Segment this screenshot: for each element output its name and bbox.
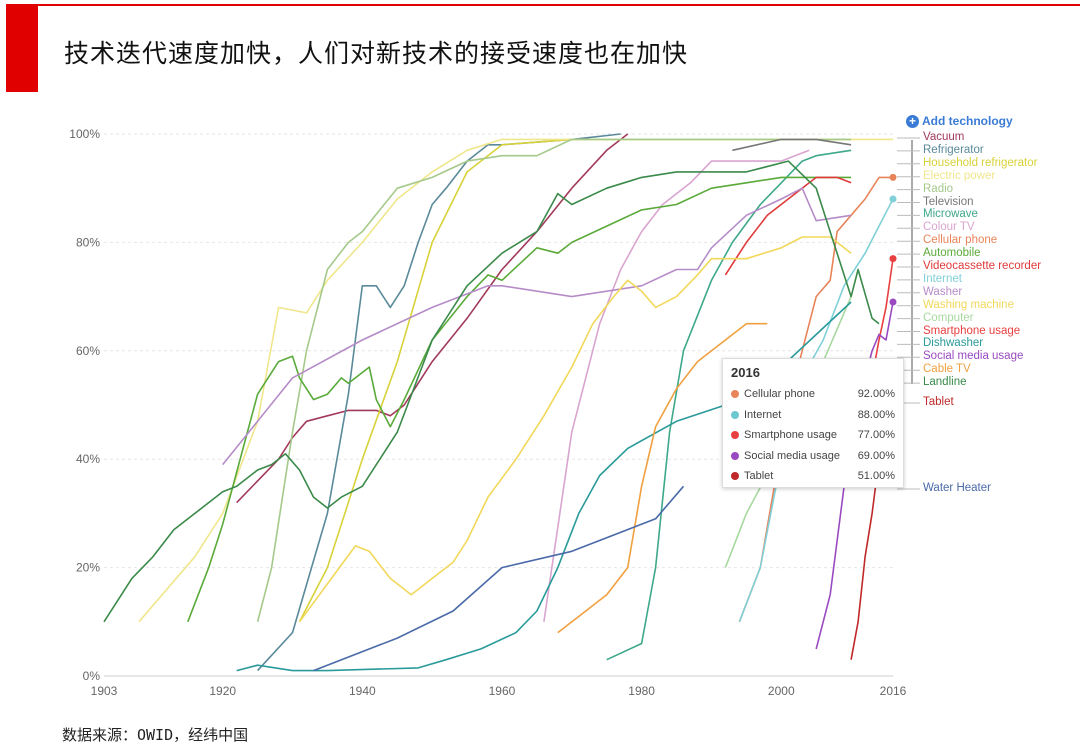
legend-item-microwave[interactable]: Microwave (923, 208, 978, 221)
legend-item-landline[interactable]: Landline (923, 376, 967, 389)
legend-item-cable-tv[interactable]: Cable TV (923, 363, 971, 376)
legend-item-smartphone-usage[interactable]: Smartphone usage (923, 324, 1021, 337)
header-accent-bar (6, 4, 38, 92)
legend-item-radio[interactable]: Radio (923, 182, 954, 195)
series-line-videocassette-recorder (724, 176, 852, 276)
series-line-radio (256, 138, 852, 623)
y-tick-label: 40% (76, 452, 100, 466)
tooltip-series-value: 69.00% (857, 449, 895, 462)
legend-item-automobile[interactable]: Automobile (923, 247, 981, 260)
legend-item-tablet[interactable]: Tablet (923, 396, 954, 408)
tooltip-series-name: Internet (744, 408, 782, 421)
series-color-dot (731, 390, 739, 399)
x-tick-label: 1920 (209, 684, 236, 698)
end-marker (889, 173, 897, 181)
tooltip-row: Cellular phone 92.00% (723, 384, 903, 405)
tooltip-series-name: Tablet (744, 470, 774, 483)
series-line-household-refrigerator (298, 138, 852, 623)
y-tick-label: 0% (83, 669, 101, 683)
x-tick-label: 2000 (768, 684, 795, 698)
tooltip-series-value: 92.00% (857, 388, 895, 401)
series-color-dot (731, 410, 739, 419)
series-color-dot (731, 451, 739, 460)
y-tick-label: 60% (76, 344, 100, 358)
add-technology-label: Add technology (922, 114, 1013, 128)
series-line-refrigerator (257, 133, 621, 672)
legend-item-washer[interactable]: Washer (923, 285, 963, 298)
legend-item-water-heater[interactable]: Water Heater (923, 482, 991, 494)
tooltip-year: 2016 (731, 365, 760, 380)
series-line-automobile (187, 176, 852, 623)
tooltip: 2016 Cellular phone 92.00% Internet 88.00% S… (722, 358, 904, 488)
y-tick-label: 80% (76, 235, 100, 249)
series-color-dot (731, 431, 739, 440)
tooltip-series-name: Social media usage (744, 449, 841, 462)
tooltip-row: Internet 88.00% (723, 405, 903, 426)
series-line-television (732, 138, 852, 152)
x-tick-label: 1960 (489, 684, 516, 698)
header-rule (38, 4, 1080, 6)
series-color-dot (731, 472, 739, 481)
end-marker (889, 298, 897, 306)
x-tick-label: 1940 (349, 684, 376, 698)
legend-item-videocassette-recorder[interactable]: Videocassette recorder (923, 260, 1042, 272)
series-line-microwave (606, 149, 852, 661)
x-tick-label: 1980 (628, 684, 655, 698)
legend-item-washing-machine[interactable]: Washing machine (923, 298, 1014, 311)
legend-item-television[interactable]: Television (923, 195, 974, 208)
page-title: 技术迭代速度加快，人们对新技术的接受速度也在加快 (64, 39, 689, 68)
tooltip-row: Smartphone usage 77.00% (723, 425, 903, 446)
tooltip-row: Tablet 51.00% (723, 466, 903, 487)
series-line-cable-tv (557, 322, 768, 634)
tooltip-series-value: 77.00% (857, 429, 895, 442)
legend-item-vacuum[interactable]: Vacuum (923, 131, 965, 143)
legend-item-refrigerator[interactable]: Refrigerator (923, 143, 984, 156)
series-line-internet (738, 198, 894, 623)
tooltip-series-name: Cellular phone (744, 388, 815, 401)
legend-item-dishwasher[interactable]: Dishwasher (923, 337, 984, 350)
series-line-electric-power (138, 138, 893, 623)
series-line-water-heater (313, 485, 685, 672)
tooltip-series-value: 88.00% (857, 408, 895, 421)
add-technology-button[interactable]: + Add technology (906, 114, 1013, 128)
tooltip-row: Social media usage 69.00% (723, 446, 903, 467)
series-line-washer (222, 187, 852, 466)
y-tick-label: 20% (76, 561, 100, 575)
legend-item-computer[interactable]: Computer (923, 311, 974, 324)
tooltip-series-name: Smartphone usage (744, 429, 837, 442)
legend-item-internet[interactable]: Internet (923, 272, 962, 285)
series-line-washing-machine (298, 236, 852, 623)
plus-circle-icon: + (906, 114, 919, 128)
x-tick-label: 1903 (91, 684, 118, 698)
legend-item-household-refrigerator[interactable]: Household refrigerator (923, 156, 1038, 169)
legend-item-social-media-usage[interactable]: Social media usage (923, 350, 1024, 363)
y-tick-label: 100% (69, 127, 100, 141)
legend-item-cellular-phone[interactable]: Cellular phone (923, 234, 998, 247)
series-line-landline (103, 160, 880, 623)
legend-item-colour-tv[interactable]: Colour TV (923, 221, 975, 234)
tooltip-series-value: 51.00% (857, 470, 895, 483)
series-line-colour-tv (543, 149, 810, 622)
end-marker (889, 255, 897, 263)
x-tick-label: 2016 (880, 684, 907, 698)
source-note: 数据来源：OWID，经纬中国 (62, 726, 249, 744)
series-line-cellular-phone (738, 176, 893, 623)
end-marker (889, 195, 897, 203)
legend-item-electric-power[interactable]: Electric power (923, 169, 996, 182)
